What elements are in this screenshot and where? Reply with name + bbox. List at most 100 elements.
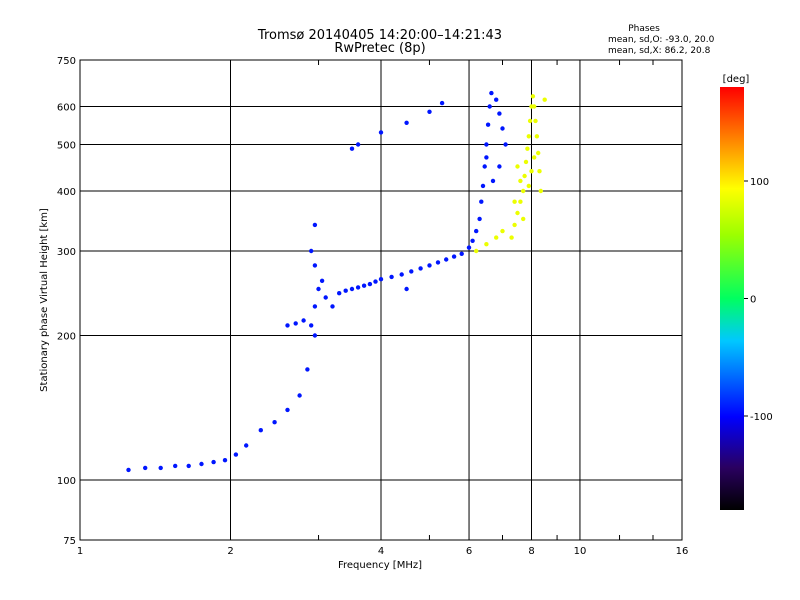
data-point-o (126, 467, 131, 473)
data-point-o (459, 251, 464, 256)
y-tick-label: 200 (57, 332, 76, 343)
data-point-x (532, 104, 537, 109)
data-point-o (409, 269, 414, 274)
data-point-o (367, 281, 373, 287)
data-point-o (349, 286, 355, 292)
data-point-x (525, 146, 530, 151)
chart-subtitle: RwPretec (8p) (334, 41, 425, 56)
data-point-o (503, 142, 508, 147)
data-point-o (272, 420, 277, 425)
data-point-x (529, 169, 534, 174)
data-point-o (389, 274, 394, 280)
data-point-o (211, 459, 216, 465)
data-point-o (244, 443, 249, 448)
data-point-o (319, 278, 325, 283)
x-tick-label: 2 (227, 546, 233, 557)
x-ticks: 1 2 4 6 8 10 16 (77, 546, 689, 557)
data-point-o (285, 407, 290, 413)
data-point-x (474, 248, 479, 254)
colorbar (720, 87, 744, 510)
data-point-o (337, 291, 342, 296)
data-point-o (316, 286, 321, 292)
data-point-x (533, 118, 538, 124)
data-point-x (523, 159, 529, 165)
data-point-o (474, 228, 479, 234)
data-point-x (494, 235, 499, 240)
data-point-o (494, 97, 499, 102)
data-point-o (312, 263, 318, 268)
x-tick-label: 16 (676, 546, 689, 557)
data-point-o (293, 321, 298, 326)
data-point-x (526, 183, 531, 189)
data-point-o (285, 323, 290, 328)
legend-title: Phases (628, 24, 660, 34)
data-point-x (532, 155, 537, 160)
data-point-o (349, 146, 355, 151)
data-point-x (534, 134, 540, 139)
data-point-o (355, 285, 361, 290)
x-tick-label: 4 (378, 546, 384, 557)
chart-title: Tromsø 20140405 14:20:00–14:21:43 (257, 28, 502, 43)
data-point-o (233, 452, 239, 457)
data-point-o (490, 178, 496, 184)
data-point-x (536, 150, 541, 156)
data-point-x (522, 173, 527, 179)
data-point-o (222, 458, 228, 463)
data-point-o (482, 164, 487, 169)
y-tick-label: 75 (63, 536, 76, 547)
x-tick-label: 6 (466, 546, 472, 557)
colorbar-tick-label: -100 (750, 412, 773, 423)
data-point-o (173, 463, 178, 469)
data-point-o (489, 90, 494, 96)
colorbar-tick-label: 100 (750, 177, 769, 188)
legend-line-x: mean, sd,X: 86.2, 20.8 (608, 46, 711, 56)
y-tick-label: 600 (57, 103, 76, 114)
colorbar-ticks: 100 0 -100 (744, 177, 773, 423)
data-point-o (297, 393, 302, 398)
data-point-x (509, 235, 514, 240)
data-point-x (526, 134, 531, 139)
data-point-o (477, 216, 482, 222)
data-point-o (355, 142, 361, 147)
data-point-o (399, 272, 404, 277)
data-point-x (515, 164, 520, 169)
data-point-x (521, 188, 526, 194)
data-point-o (427, 109, 432, 115)
data-point-o (487, 104, 492, 109)
data-point-x (518, 199, 523, 204)
data-point-o (466, 245, 472, 250)
data-point-o (435, 260, 441, 265)
data-point-x (512, 222, 517, 228)
data-point-o (404, 120, 409, 126)
data-point-x (527, 118, 533, 124)
data-point-x (515, 210, 520, 216)
x-axis-label: Frequency [MHz] (338, 560, 422, 571)
data-point-x (500, 228, 505, 234)
data-point-o (330, 304, 335, 309)
y-tick-label: 100 (57, 476, 76, 487)
data-point-o (343, 288, 348, 293)
data-point-o (451, 254, 457, 259)
data-point-o (427, 263, 432, 268)
data-point-x (512, 199, 517, 204)
data-point-o (309, 323, 314, 328)
data-point-o (305, 367, 310, 372)
data-point-o (312, 304, 318, 309)
data-point-x (518, 178, 523, 184)
colorbar-tick-label: 0 (750, 295, 756, 306)
x-tick-label: 8 (528, 546, 534, 557)
data-point-o (378, 277, 384, 282)
data-point-x (530, 94, 536, 99)
data-point-o (378, 130, 384, 135)
y-tick-label: 400 (57, 187, 76, 198)
y-axis-label: Stationary phase Virtual Height [km] (39, 208, 50, 392)
data-point-x (521, 216, 526, 222)
data-point-o (301, 318, 306, 323)
legend-line-o: mean, sd,O: -93.0, 20.0 (608, 35, 715, 45)
data-point-o (373, 279, 378, 284)
data-point-o (484, 142, 489, 147)
y-tick-label: 750 (57, 56, 76, 67)
data-point-o (470, 238, 475, 243)
x-tick-label: 10 (574, 546, 587, 557)
